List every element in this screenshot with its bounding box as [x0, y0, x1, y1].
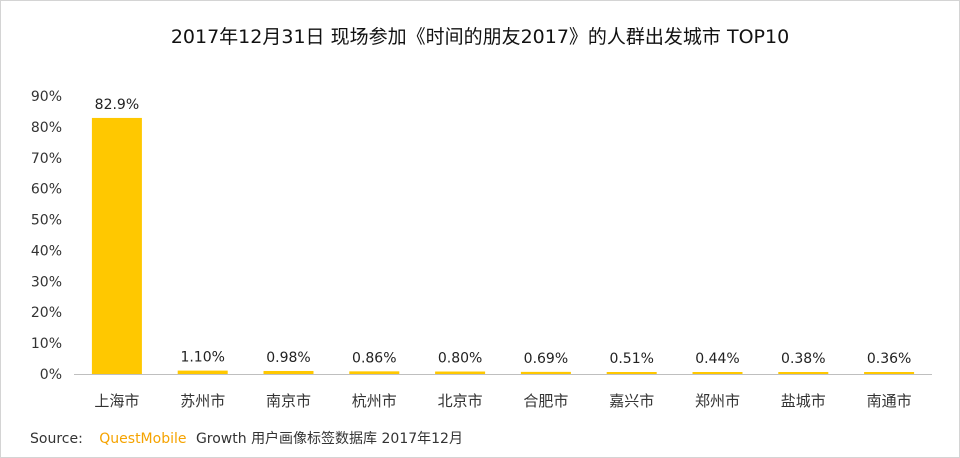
x-tick-label: 南通市 [867, 392, 912, 410]
x-tick-label: 上海市 [94, 392, 139, 410]
x-tick-label: 苏州市 [180, 392, 225, 410]
bar [606, 372, 657, 374]
bar [520, 371, 571, 374]
x-tick-label: 南京市 [266, 392, 311, 410]
bar [864, 372, 915, 374]
y-tick-label: 0% [40, 367, 62, 383]
data-label: 1.10% [180, 350, 224, 366]
bar [349, 371, 400, 374]
x-tick-label: 郑州市 [695, 392, 740, 410]
chart-title: 2017年12月31日 现场参加《时间的朋友2017》的人群出发城市 TOP10 [170, 26, 790, 48]
x-tick-label: 盐城市 [781, 392, 826, 410]
y-tick-label: 60% [31, 182, 62, 198]
source-brand: QuestMobile [99, 431, 187, 447]
data-label: 0.69% [524, 351, 568, 367]
data-label: 82.9% [95, 97, 139, 113]
y-tick-label: 20% [31, 305, 62, 321]
x-tick-label: 杭州市 [352, 392, 397, 410]
bar [91, 117, 142, 374]
bar [177, 370, 228, 374]
source-text: Growth 用户画像标签数据库 2017年12月 [195, 431, 463, 447]
y-tick-label: 30% [31, 274, 62, 290]
bar [778, 372, 829, 374]
source-label: Source: [30, 431, 83, 447]
data-label: 0.44% [695, 351, 739, 367]
bar [263, 370, 314, 374]
y-tick-label: 90% [31, 89, 62, 105]
y-tick-label: 80% [31, 120, 62, 136]
y-tick-label: 50% [31, 213, 62, 229]
data-label: 0.98% [266, 350, 310, 366]
bar [692, 372, 743, 374]
x-tick-label: 嘉兴市 [609, 392, 654, 410]
data-label: 0.51% [609, 351, 653, 367]
x-tick-label: 北京市 [438, 392, 483, 410]
x-tick-label: 合肥市 [523, 392, 568, 410]
bar [435, 371, 486, 374]
source-line: Source: QuestMobile Growth 用户画像标签数据库 201… [30, 428, 463, 448]
data-label: 0.38% [781, 351, 825, 367]
y-tick-label: 70% [31, 151, 62, 167]
data-label: 0.86% [352, 350, 396, 366]
y-tick-label: 40% [31, 243, 62, 259]
y-tick-label: 10% [31, 336, 62, 352]
data-label: 0.80% [438, 351, 482, 367]
data-label: 0.36% [867, 351, 911, 367]
